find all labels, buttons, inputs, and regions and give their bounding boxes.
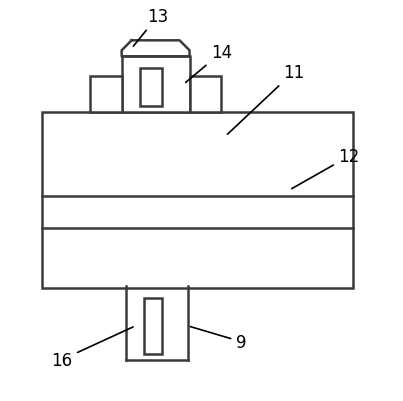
Text: 11: 11 [227, 64, 304, 135]
Text: 16: 16 [51, 327, 133, 369]
Bar [143, 298, 162, 354]
Bar [122, 57, 189, 113]
Text: 9: 9 [190, 327, 247, 351]
Bar [90, 77, 122, 113]
Bar [42, 113, 353, 288]
Text: 12: 12 [292, 148, 360, 189]
Bar [139, 69, 162, 107]
Bar [189, 77, 222, 113]
Text: 14: 14 [186, 44, 232, 83]
Text: 13: 13 [133, 8, 168, 47]
Polygon shape [122, 41, 189, 57]
